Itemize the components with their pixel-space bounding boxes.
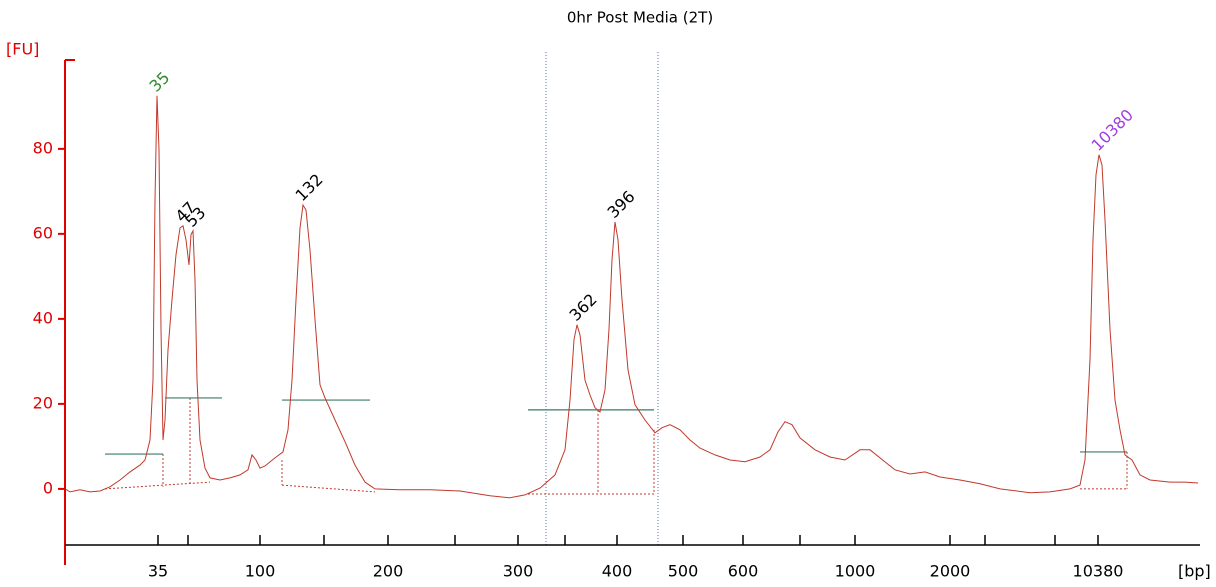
x-tick-label: 35 (148, 562, 168, 581)
x-tick-label: 600 (728, 562, 759, 581)
x-tick-label: 1000 (835, 562, 876, 581)
x-tick-label: 200 (373, 562, 404, 581)
y-tick-label: 40 (33, 308, 53, 327)
y-tick-label: 20 (33, 393, 53, 412)
y-tick-label: 0 (43, 478, 53, 497)
x-tick-label: 400 (602, 562, 633, 581)
y-axis-label: [FU] (6, 40, 39, 59)
peak-label: 132 (292, 170, 327, 205)
x-tick-label: 10380 (1073, 562, 1124, 581)
peak-label: 362 (566, 290, 601, 325)
peak-label: 396 (604, 187, 639, 222)
trace (64, 95, 1199, 499)
x-tick-label: 300 (503, 562, 534, 581)
x-tick-label: 100 (245, 562, 276, 581)
x-axis-label: [bp] (1178, 562, 1211, 581)
chart-title: 0hr Post Media (2T) (567, 9, 713, 27)
peak-label: 10380 (1088, 105, 1137, 154)
y-tick-label: 80 (33, 138, 53, 157)
x-tick-label: 2000 (930, 562, 971, 581)
x-tick-label: 500 (668, 562, 699, 581)
peak-label: 35 (146, 68, 174, 96)
y-tick-label: 60 (33, 223, 53, 242)
baseline (104, 481, 211, 490)
baseline (281, 484, 376, 493)
